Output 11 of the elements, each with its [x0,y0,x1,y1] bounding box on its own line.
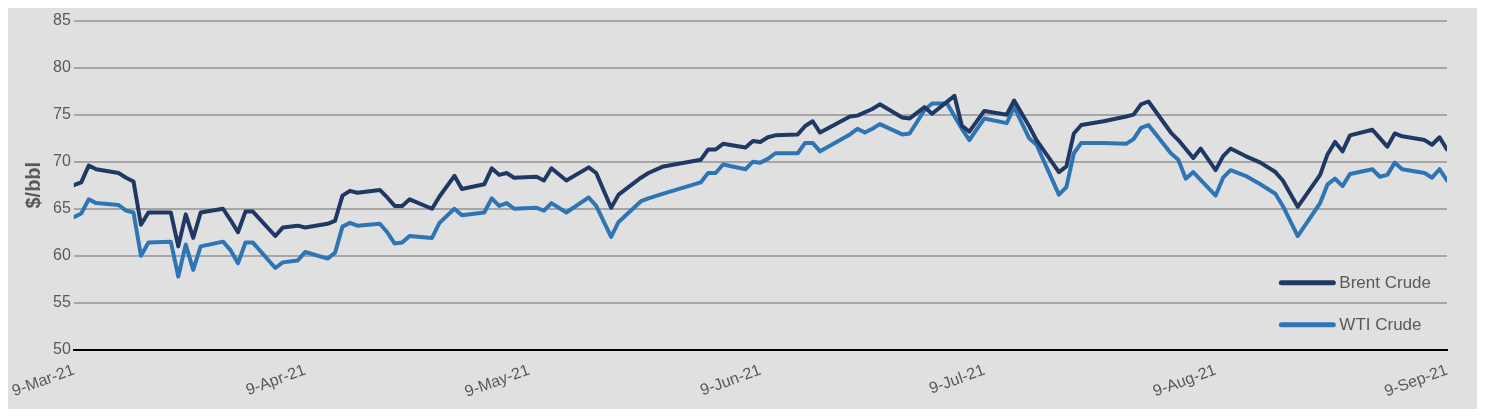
legend-label: Brent Crude [1339,272,1432,292]
y-axis-title: $/bbl [21,161,44,209]
y-tick-label: 70 [53,152,71,170]
y-tick-label: 80 [53,58,71,76]
y-tick-label: 65 [53,199,71,217]
y-tick-label: 55 [53,293,71,311]
y-tick-label: 75 [53,105,71,123]
legend-label: WTI Crude [1339,314,1422,334]
y-tick-label: 85 [53,11,71,29]
y-tick-label: 50 [53,340,71,358]
y-tick-label: 60 [53,246,71,264]
